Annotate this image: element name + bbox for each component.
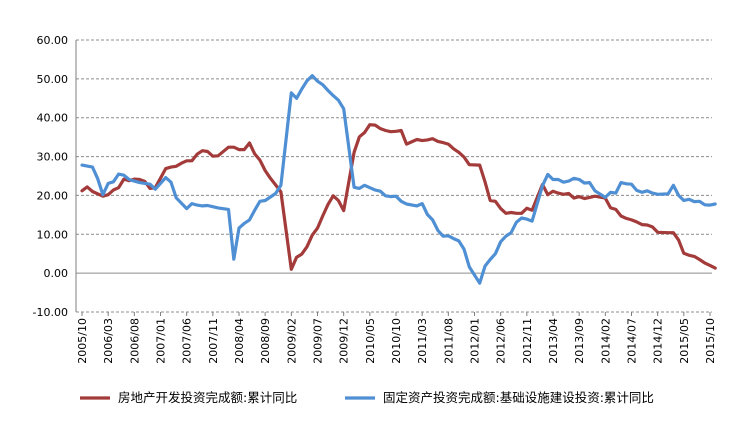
x-tick-label: 2008/09 [259, 318, 272, 364]
y-tick-label: 40.00 [37, 112, 69, 125]
x-tick-label: 2013/04 [547, 318, 560, 364]
series-line-2 [80, 74, 717, 285]
x-tick-label: 2012/11 [521, 318, 534, 364]
y-tick-label: 60.00 [37, 34, 69, 47]
legend-label-2: 固定资产投资完成额:基础设施建设投资:累计同比 [383, 390, 654, 405]
x-tick-label: 2014/12 [652, 318, 665, 364]
y-tick-label: 50.00 [37, 73, 69, 86]
series-line-1 [80, 123, 717, 271]
x-tick-label: 2006/08 [128, 318, 141, 364]
x-tick-label: 2010/10 [390, 318, 403, 364]
x-tick-label: 2012/01 [469, 318, 482, 364]
x-tick-label: 2006/03 [102, 318, 115, 364]
y-tick-label: 20.00 [37, 189, 69, 202]
x-tick-label: 2008/04 [233, 318, 246, 364]
x-tick-label: 2013/09 [573, 318, 586, 364]
x-tick-label: 2015/10 [704, 318, 717, 364]
x-tick-label: 2012/06 [495, 318, 508, 364]
x-tick-label: 2007/01 [155, 318, 168, 364]
legend-label-1: 房地产开发投资完成额:累计同比 [118, 390, 297, 405]
x-tick-label: 2014/02 [599, 318, 612, 364]
y-tick-label: 0.00 [44, 267, 69, 280]
y-tick-label: -10.00 [33, 306, 68, 319]
x-tick-label: 2009/07 [312, 318, 325, 364]
x-tick-label: 2009/12 [338, 318, 351, 364]
y-tick-label: 10.00 [37, 228, 69, 241]
x-tick-label: 2014/07 [626, 318, 639, 364]
x-tick-label: 2007/06 [181, 318, 194, 364]
x-tick-label: 2011/03 [416, 318, 429, 364]
y-tick-label: 30.00 [37, 151, 69, 164]
x-tick-label: 2010/05 [364, 318, 377, 364]
x-tick-label: 2005/10 [76, 318, 89, 364]
x-tick-label: 2015/05 [678, 318, 691, 364]
x-tick-label: 2011/08 [442, 318, 455, 364]
x-tick-label: 2007/11 [207, 318, 220, 364]
x-tick-label: 2009/02 [285, 318, 298, 364]
